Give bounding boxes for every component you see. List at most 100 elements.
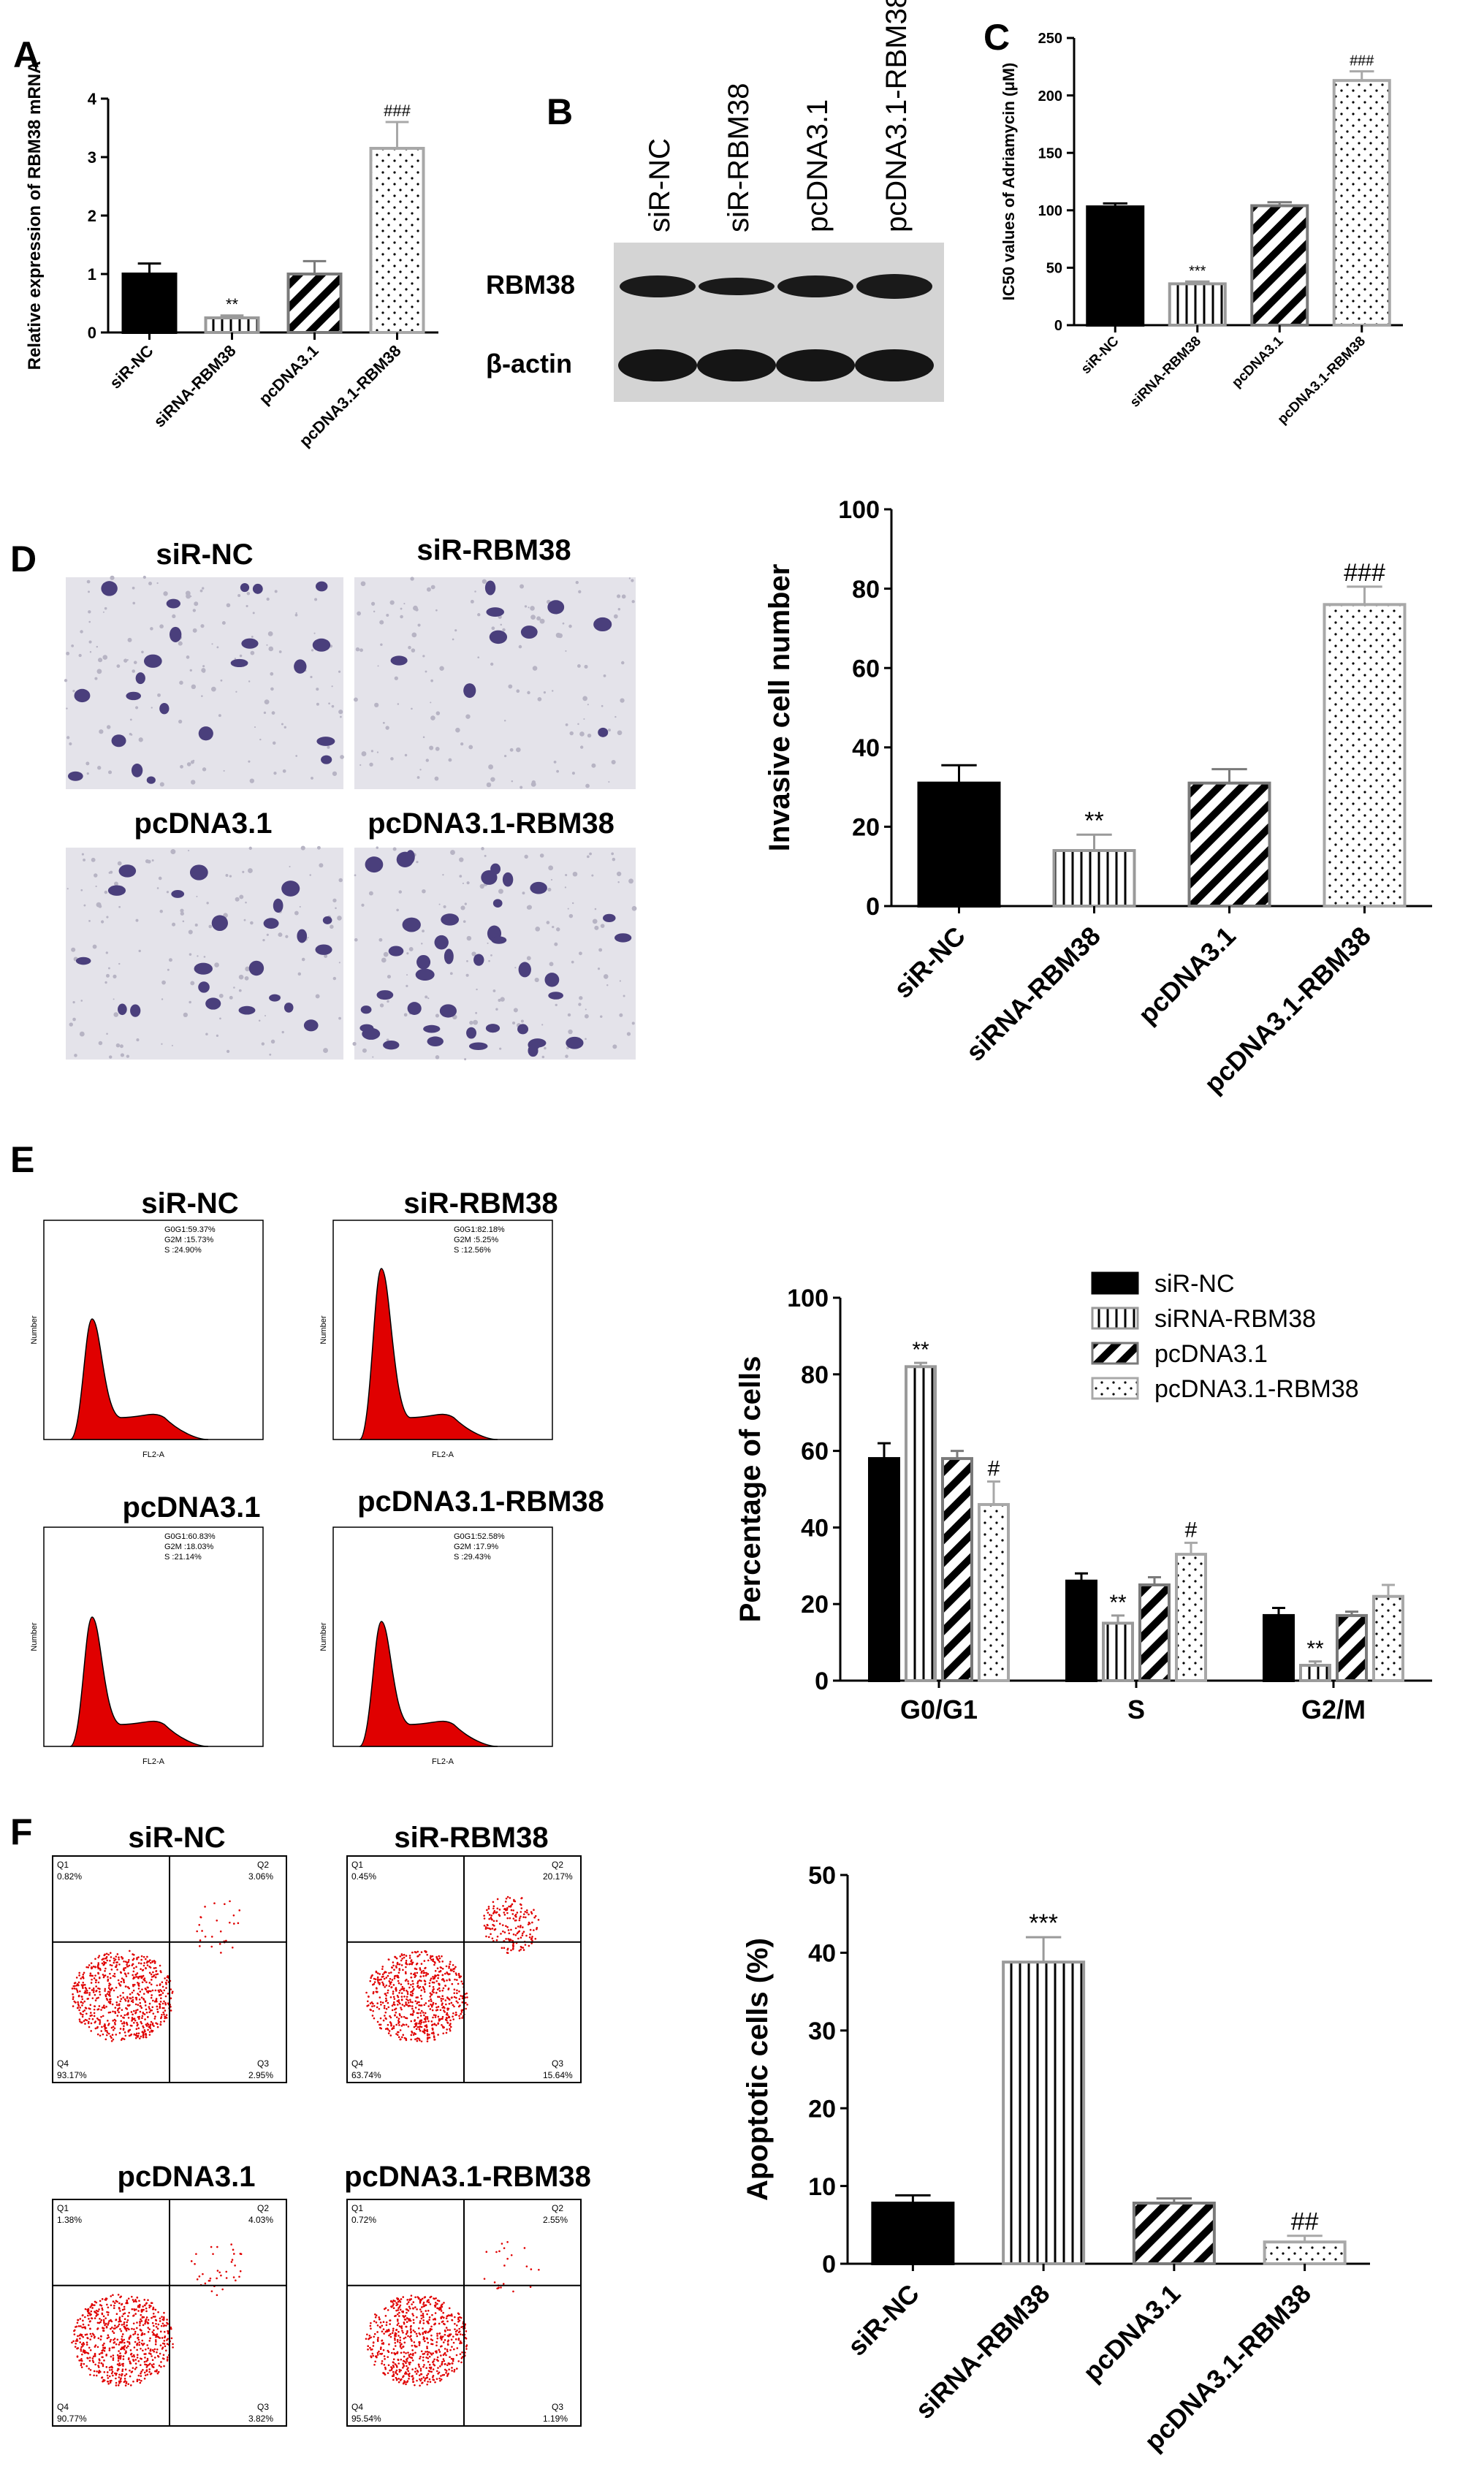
event-dot — [425, 2015, 427, 2018]
event-dot — [503, 1908, 506, 1911]
event-dot — [102, 2380, 105, 2382]
event-dot — [420, 2314, 422, 2317]
event-dot — [406, 1990, 409, 1993]
event-dot — [107, 2321, 110, 2324]
event-dot — [90, 2305, 93, 2307]
membrane-pore — [455, 727, 460, 733]
membrane-pore — [126, 1054, 130, 1058]
event-dot — [107, 2382, 110, 2385]
event-dot — [137, 1988, 140, 1990]
stained-cell — [146, 776, 156, 784]
event-dot — [131, 2370, 134, 2373]
event-dot — [407, 1982, 410, 1985]
event-dot — [424, 1950, 426, 1952]
event-dot — [143, 1977, 146, 1979]
stained-cell — [547, 600, 565, 615]
membrane-pore — [524, 854, 528, 859]
event-dot — [131, 2327, 133, 2330]
significance-label: # — [988, 1457, 1000, 1481]
event-dot — [391, 1966, 394, 1969]
event-dot — [397, 2001, 400, 2004]
membrane-pore — [158, 876, 162, 881]
event-dot — [137, 2027, 140, 2030]
event-dot — [408, 2335, 411, 2338]
event-dot — [416, 2346, 418, 2348]
membrane-pore — [619, 1013, 623, 1017]
event-dot — [391, 2375, 394, 2377]
event-dot — [118, 2031, 121, 2034]
event-dot — [406, 1993, 409, 1996]
membrane-pore — [281, 723, 284, 726]
blot-row-label: RBM38 — [486, 270, 575, 300]
event-dot — [216, 2245, 218, 2248]
membrane-pore — [416, 776, 420, 779]
event-dot — [87, 2352, 90, 2355]
event-dot — [163, 1989, 166, 1992]
event-dot — [163, 2013, 165, 2016]
event-dot — [514, 1933, 517, 1936]
event-dot — [137, 2032, 140, 2034]
event-dot — [126, 2327, 129, 2330]
event-dot — [437, 2367, 439, 2369]
event-dot — [142, 1955, 145, 1958]
event-dot — [408, 2319, 411, 2322]
event-dot — [498, 1923, 501, 1925]
event-dot — [521, 1934, 524, 1936]
event-dot — [452, 2359, 454, 2362]
event-dot — [486, 1909, 488, 1912]
event-dot — [91, 1997, 94, 1999]
membrane-pore — [553, 761, 557, 764]
event-dot — [157, 2311, 159, 2313]
membrane-pore — [385, 726, 389, 730]
event-dot — [397, 2315, 400, 2317]
event-dot — [116, 2015, 119, 2017]
event-dot — [432, 2374, 435, 2377]
membrane-pore — [589, 852, 592, 856]
event-dot — [93, 2015, 96, 2017]
event-dot — [94, 1966, 96, 1969]
event-dot — [154, 1966, 157, 1969]
event-dot — [232, 2248, 235, 2251]
event-dot — [99, 2023, 101, 2026]
stained-cell — [427, 1036, 444, 1046]
event-dot — [98, 2362, 100, 2364]
membrane-pore — [238, 989, 242, 992]
membrane-pore — [612, 857, 616, 862]
event-dot — [384, 2028, 387, 2030]
membrane-pore — [577, 723, 579, 726]
membrane-pore — [511, 780, 514, 783]
event-dot — [517, 1937, 520, 1940]
event-dot — [445, 2013, 448, 2016]
event-dot — [444, 2333, 446, 2336]
event-dot — [126, 1996, 129, 1998]
event-dot — [81, 2326, 83, 2329]
bar — [1102, 1621, 1134, 1682]
event-dot — [129, 2336, 132, 2338]
membrane-pore — [439, 666, 444, 671]
membrane-pore — [142, 575, 146, 579]
event-dot — [117, 2384, 120, 2387]
membrane-pore — [223, 769, 225, 772]
event-dot — [507, 1938, 509, 1940]
event-dot — [389, 2323, 391, 2325]
event-dot — [506, 2257, 509, 2260]
membrane-pore — [94, 873, 98, 878]
membrane-pore — [324, 954, 328, 958]
event-dot — [74, 2346, 77, 2348]
event-dot — [510, 1949, 512, 1952]
event-dot — [151, 2023, 154, 2026]
event-dot — [159, 2352, 161, 2355]
event-dot — [420, 2021, 423, 2023]
event-dot — [198, 2275, 201, 2278]
event-dot — [120, 2320, 122, 2323]
event-dot — [147, 2028, 149, 2031]
event-dot — [110, 2304, 113, 2307]
event-dot — [118, 2376, 121, 2378]
event-dot — [382, 2328, 385, 2330]
event-dot — [79, 2341, 81, 2343]
event-dot — [112, 2038, 115, 2041]
membrane-pore — [310, 675, 313, 679]
event-dot — [370, 2321, 372, 2324]
event-dot — [99, 1988, 101, 1990]
event-dot — [430, 2024, 433, 2026]
